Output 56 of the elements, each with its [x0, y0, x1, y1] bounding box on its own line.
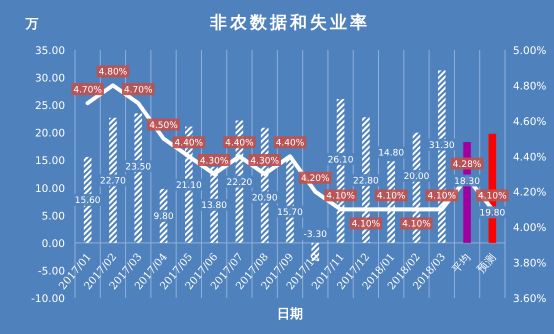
data-label: 19.80: [479, 208, 506, 219]
data-label: 18.30: [454, 176, 480, 187]
data-label: 4.70%: [124, 85, 153, 96]
data-label: 23.50: [125, 162, 152, 172]
data-label: 20.90: [252, 194, 278, 204]
data-label: 4.10%: [427, 192, 457, 202]
data-label: 22.20: [226, 178, 253, 188]
y2-tick-label: 5.00%: [513, 45, 546, 57]
data-label: 13.80: [201, 201, 228, 212]
data-label: 4.10%: [352, 220, 381, 230]
data-label: 21.10: [176, 181, 202, 192]
y-tick-label: 30.00: [34, 72, 65, 85]
y2-tick-label: 4.00%: [513, 222, 546, 234]
data-label: 4.10%: [376, 192, 406, 202]
data-label: 4.80%: [98, 68, 128, 78]
y2-tick-label: 4.20%: [513, 186, 546, 199]
data-label: 4.50%: [149, 120, 178, 131]
data-label: 4.40%: [174, 138, 204, 149]
data-label: 31.30: [428, 140, 455, 151]
x-tick-label: 平均: [450, 251, 474, 276]
y-axis-title: 万: [24, 17, 38, 32]
y2-tick-label: 4.40%: [513, 151, 546, 164]
y2-tick-label: 4.80%: [513, 80, 546, 92]
data-label: 15.70: [277, 208, 304, 218]
data-label: 4.10%: [478, 192, 508, 202]
data-label: 14.80: [378, 148, 404, 159]
data-label: 22.80: [353, 176, 380, 186]
data-label: 4.10%: [402, 220, 432, 230]
y-tick-label: 10.00: [34, 182, 65, 195]
data-label: -3.30: [304, 230, 328, 240]
data-label: 4.20%: [300, 174, 330, 184]
data-label: 26.10: [328, 155, 354, 166]
y-tick-label: 35.00: [34, 45, 65, 57]
data-label: 4.30%: [250, 156, 280, 166]
data-label: 15.60: [74, 196, 101, 206]
x-tick-label: 预测: [475, 251, 499, 276]
data-label: 20.00: [404, 172, 430, 182]
y2-tick-label: 4.60%: [513, 116, 546, 128]
y-tick-label: -10.00: [31, 293, 65, 305]
data-label: 4.28%: [452, 160, 482, 170]
data-label: 4.30%: [200, 156, 229, 166]
data-label: 9.80: [154, 212, 174, 222]
data-label: 4.70%: [73, 85, 102, 96]
data-label: 4.40%: [225, 138, 254, 149]
y2-tick-label: 3.80%: [513, 258, 546, 270]
data-label: 22.70: [100, 176, 126, 187]
y-tick-label: 0.00: [42, 238, 65, 250]
y-tick-label: 15.00: [34, 155, 65, 168]
y-tick-label: 5.00: [42, 210, 65, 222]
data-label: 4.40%: [276, 138, 305, 149]
data-label: 4.10%: [326, 192, 356, 202]
chart-title: 非农数据和失业率: [209, 13, 370, 33]
y-tick-label: 25.00: [34, 100, 65, 112]
y-tick-label: 20.00: [34, 128, 65, 140]
y2-tick-label: 3.60%: [513, 293, 546, 305]
x-axis-title: 日期: [277, 307, 303, 322]
